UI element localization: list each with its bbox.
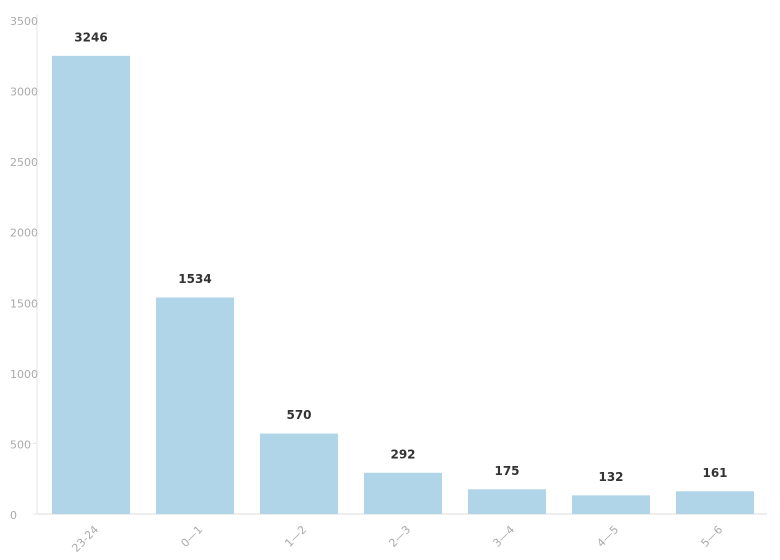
y-tick-label: 500 (10, 438, 31, 451)
y-tick-label: 1500 (10, 297, 38, 310)
value-label: 132 (598, 470, 623, 484)
x-tick-label: 1—2 (282, 523, 309, 550)
value-label: 570 (286, 408, 311, 422)
value-label: 3246 (74, 30, 107, 44)
x-tick-label: 3—4 (490, 523, 517, 550)
y-tick-label: 3500 (10, 15, 38, 28)
bar (364, 472, 442, 514)
bar (572, 495, 650, 514)
x-tick-label: 4—5 (594, 523, 621, 550)
y-tick-label: 3000 (10, 86, 38, 99)
value-label: 292 (390, 447, 415, 461)
value-label: 161 (702, 466, 727, 480)
bar (260, 433, 338, 514)
y-tick-label: 1000 (10, 368, 38, 381)
x-tick-label: 2—3 (386, 523, 413, 550)
y-tick-label: 2000 (10, 227, 38, 240)
x-tick-label: 5—6 (698, 523, 725, 550)
value-label: 1534 (178, 272, 211, 286)
y-tick-label: 2500 (10, 156, 38, 169)
y-tick-label: 0 (10, 509, 17, 522)
bar (156, 297, 234, 514)
x-tick-label: 23-24 (69, 523, 101, 555)
bar (52, 55, 130, 515)
value-label: 175 (494, 464, 519, 478)
x-tick-label: 0—1 (178, 523, 205, 550)
bar (676, 491, 754, 514)
bar (468, 489, 546, 514)
